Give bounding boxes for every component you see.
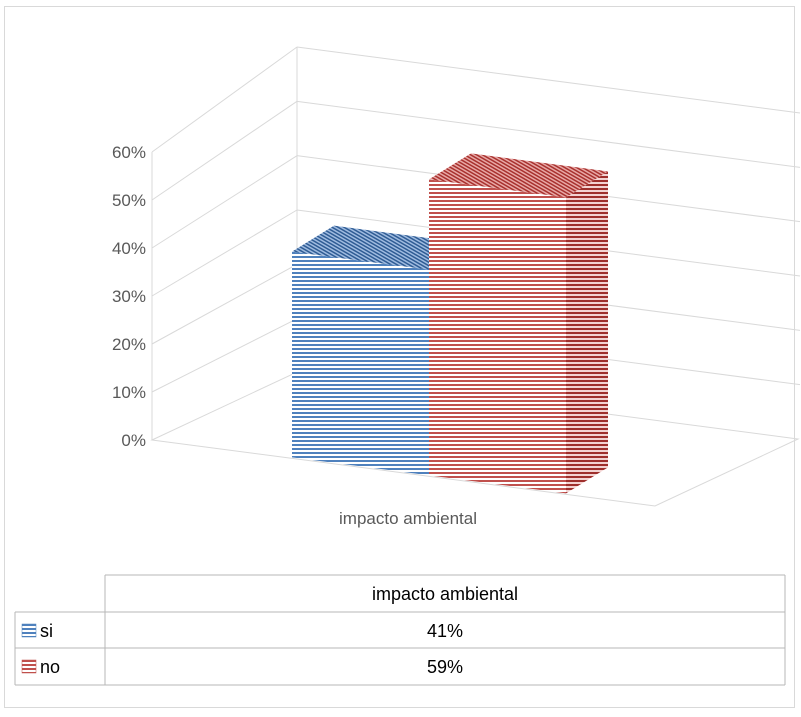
y-tick-label: 50% [112, 191, 146, 210]
bar-top-si [292, 225, 471, 270]
table-header-cell: impacto ambiental [372, 584, 518, 604]
bar-top-no [429, 153, 608, 198]
grid-line-side [151, 46, 298, 153]
table-cell-si: 41% [427, 621, 463, 641]
grid-line-side [151, 100, 298, 201]
bar-no [429, 153, 608, 494]
bar-front-si [292, 251, 429, 476]
floor [150, 372, 800, 507]
y-tick-label: 10% [112, 383, 146, 402]
bars [292, 153, 608, 494]
y-tick-label: 40% [112, 239, 146, 258]
grid-line-side [151, 155, 298, 249]
bar-side-no [566, 171, 608, 494]
y-tick-label: 30% [112, 287, 146, 306]
table-cell-no: 59% [427, 657, 463, 677]
table-row-label-no: no [40, 657, 60, 677]
grid-line-side [151, 263, 298, 345]
table-row-label-si: si [40, 621, 53, 641]
x-category-label: impacto ambiental [339, 509, 477, 528]
grid-line-side [151, 318, 298, 393]
bar-si [292, 225, 471, 476]
y-tick-label: 60% [112, 143, 146, 162]
grid-line-back [296, 46, 801, 114]
y-tick-label: 0% [121, 431, 146, 450]
y-tick-label: 20% [112, 335, 146, 354]
bar-front-no [429, 179, 566, 494]
grid-line-back [296, 100, 801, 168]
y-tick-labels: 0% 10% 20% 30% 40% 50% 60% [112, 143, 146, 450]
grid-line-side [151, 209, 298, 297]
legend-swatch-no [21, 659, 37, 674]
data-table: impacto ambiental si 41% no 59% [14, 574, 786, 686]
legend-swatch-si [21, 623, 37, 638]
